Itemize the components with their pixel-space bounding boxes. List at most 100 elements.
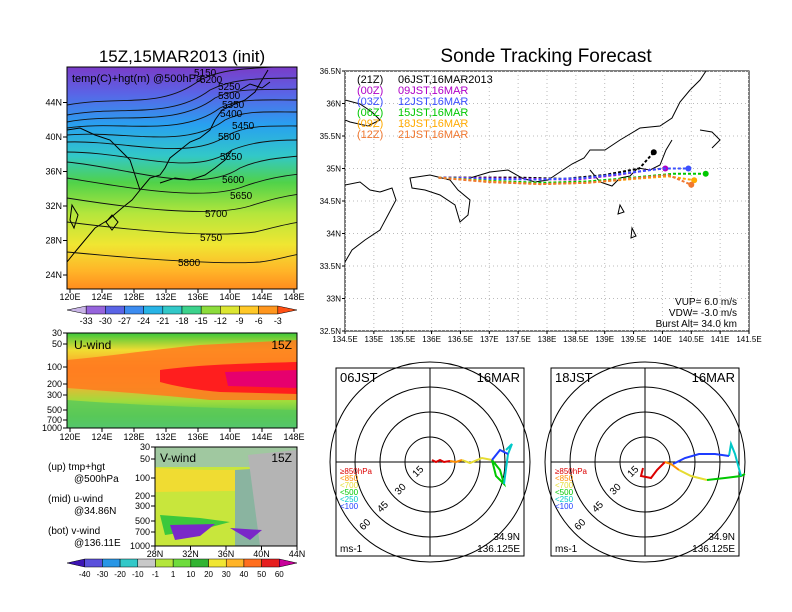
legend-run: (06Z) [357, 107, 383, 119]
v-wind-time: 15Z [271, 451, 292, 465]
level-legend: ≥850hPa [340, 467, 373, 476]
level-legend: <250 [555, 495, 574, 504]
sonde-track [438, 167, 689, 181]
y-tick-label: 44N [45, 98, 62, 108]
colorbar-label: -15 [195, 316, 208, 326]
x-tick-label: 120E [59, 292, 80, 302]
y-tick-label: 200 [47, 379, 62, 389]
colorbar-label: -12 [214, 316, 227, 326]
v-wind-label: V-wind [160, 451, 196, 465]
colorbar-swatch [84, 558, 103, 568]
x-tick-label: 141.5E [736, 335, 761, 344]
hodograph-unit: ms-1 [555, 544, 578, 555]
x-tick-label: 139.5E [621, 335, 646, 344]
colorbar-swatch [143, 305, 164, 315]
level-legend: <500 [340, 488, 359, 497]
x-tick-label: 124E [91, 292, 112, 302]
colorbar-swatch [258, 305, 279, 315]
level-legend: <700 [555, 481, 574, 490]
y-tick-label: 35N [326, 165, 341, 174]
colorbar-label: -3 [274, 316, 282, 326]
contour-label: 5650 [230, 191, 253, 202]
colorbar-swatch [66, 558, 85, 568]
x-tick-label: 128E [123, 432, 144, 442]
legend-label: 21JST,16MAR [398, 129, 468, 141]
legend-run: (21Z) [357, 74, 383, 86]
x-tick-label: 137.5E [505, 335, 530, 344]
level-legend: <850 [340, 474, 359, 483]
x-tick-label: 148E [283, 292, 304, 302]
hodograph-trace [728, 440, 742, 477]
contour-label: 5700 [205, 209, 228, 220]
colorbar-label: 50 [257, 570, 266, 579]
contour-label: 5200 [200, 75, 223, 86]
note-line: @500hPa [74, 474, 119, 485]
main-title: Sonde Tracking Forecast [440, 46, 652, 67]
y-tick-label: 33.5N [320, 262, 342, 271]
init-title: 15Z,15MAR2013 (init) [99, 47, 265, 66]
legend-label: 09JST,16MAR [398, 85, 468, 97]
contour-label: 5450 [232, 121, 255, 132]
level-legend: <500 [555, 488, 574, 497]
contour-label: 5750 [200, 233, 223, 244]
x-tick-label: 134.5E [332, 335, 357, 344]
hodograph-trace [491, 448, 509, 461]
y-tick-label: 34.5N [320, 197, 342, 206]
colorbar-swatch [243, 558, 262, 568]
hodograph-trace [672, 453, 730, 465]
y-tick-label: 40N [45, 132, 62, 142]
colorbar-swatch [208, 558, 227, 568]
y-tick-label: 500 [135, 516, 150, 526]
note-line: (bot) v-wind [48, 526, 100, 537]
colorbar-swatch [155, 558, 174, 568]
y-tick-label: 300 [135, 501, 150, 511]
colorbar-swatch [172, 558, 192, 568]
hodograph-time: 18JST [555, 370, 593, 385]
x-tick-label: 140E [219, 292, 240, 302]
y-tick-label: 30 [52, 328, 62, 338]
y-tick-label: 100 [47, 362, 62, 372]
x-tick-label: 136E [422, 335, 441, 344]
note-line: (up) tmp+hgt [48, 462, 105, 473]
contour-label: 5500 [218, 132, 241, 143]
legend-label: 06JST,16MAR2013 [398, 74, 493, 86]
hodograph-trace [449, 459, 463, 464]
colorbar-label: -9 [235, 316, 243, 326]
x-tick-label: 132E [155, 432, 176, 442]
y-tick-label: 35.5N [320, 132, 342, 141]
colorbar-label: -30 [97, 570, 109, 579]
colorbar-swatch [220, 305, 240, 315]
x-tick-label: 148E [283, 432, 304, 442]
y-tick-label: 32.5N [320, 327, 342, 336]
y-tick-label: 36N [45, 167, 62, 177]
sonde-param: VUP= 6.0 m/s [675, 297, 737, 308]
y-tick-label: 30 [140, 442, 150, 452]
u-wind-time: 15Z [271, 338, 292, 352]
sonde-param: VDW= -3.0 m/s [669, 308, 737, 319]
y-tick-label: 24N [45, 270, 62, 280]
contour-label: 5250 [218, 82, 241, 93]
x-tick-label: 40N [253, 549, 270, 559]
colorbar-swatch [181, 305, 202, 315]
x-tick-label: 120E [59, 432, 80, 442]
y-tick-label: 200 [135, 491, 150, 501]
colorbar-swatch [119, 558, 139, 568]
note-line: @34.86N [74, 506, 116, 517]
colorbar-label: 60 [275, 570, 284, 579]
contour-label: 5550 [220, 152, 243, 163]
hodograph-trace [461, 456, 493, 465]
hodograph-lon: 136.125E [692, 544, 735, 555]
hodograph-date: 16MAR [477, 370, 520, 385]
x-tick-label: 124E [91, 432, 112, 442]
hodograph-time: 06JST [340, 370, 378, 385]
y-tick-label: 700 [47, 415, 62, 425]
y-tick-label: 50 [52, 339, 62, 349]
y-tick-label: 32N [45, 201, 62, 211]
wind-colorbar: -40 -30 -20 -10 -1 1 10 20 30 40 50 60 [66, 558, 298, 579]
sonde-param: Burst Alt= 34.0 km [656, 319, 737, 330]
legend-run: (12Z) [357, 129, 383, 141]
speed-ring [329, 361, 531, 563]
contour-label: 5350 [222, 100, 245, 111]
hodograph-06jst: 06JST 16MAR15304560≥850hPa<850<700<500<25… [329, 361, 531, 563]
